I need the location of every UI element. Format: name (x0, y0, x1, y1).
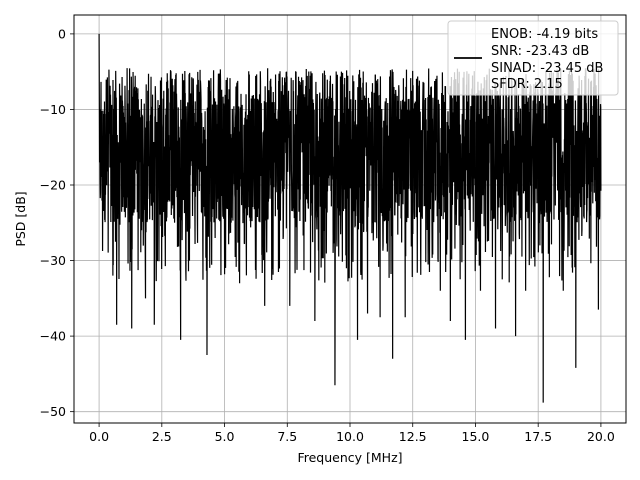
legend-entry: SINAD: -23.45 dB (491, 61, 603, 76)
x-tick-label: 2.5 (152, 429, 172, 444)
y-tick-label: −50 (40, 404, 66, 419)
psd-series-line (98, 33, 602, 403)
y-tick-label: −20 (40, 178, 66, 193)
x-tick-label: 17.5 (524, 429, 552, 444)
y-axis-ticks: 0 −10 −20 −30 −40 −50 (40, 26, 74, 419)
x-tick-label: 10.0 (336, 429, 364, 444)
legend-entry: ENOB: -4.19 bits (491, 27, 598, 42)
x-tick-label: 0.0 (89, 429, 109, 444)
y-tick-label: −40 (40, 329, 66, 344)
legend-entry: SNR: -23.43 dB (491, 44, 589, 59)
x-tick-label: 7.5 (277, 429, 297, 444)
legend-entry: SFDR: 2.15 (491, 77, 563, 92)
x-axis-label: Frequency [MHz] (297, 450, 402, 465)
x-axis-ticks: 0.0 2.5 5.0 7.5 10.0 12.5 15.0 17.5 20.0 (89, 423, 615, 444)
x-tick-label: 15.0 (462, 429, 490, 444)
y-tick-label: −30 (40, 253, 66, 268)
y-tick-label: −10 (40, 102, 66, 117)
y-tick-label: 0 (58, 26, 66, 41)
legend-box (447, 20, 619, 96)
x-tick-label: 20.0 (587, 429, 615, 444)
legend: ENOB: -4.19 bits SNR: -23.43 dB SINAD: -… (447, 20, 619, 96)
y-axis-label: PSD [dB] (13, 191, 28, 246)
x-tick-label: 12.5 (399, 429, 427, 444)
x-tick-label: 5.0 (215, 429, 235, 444)
